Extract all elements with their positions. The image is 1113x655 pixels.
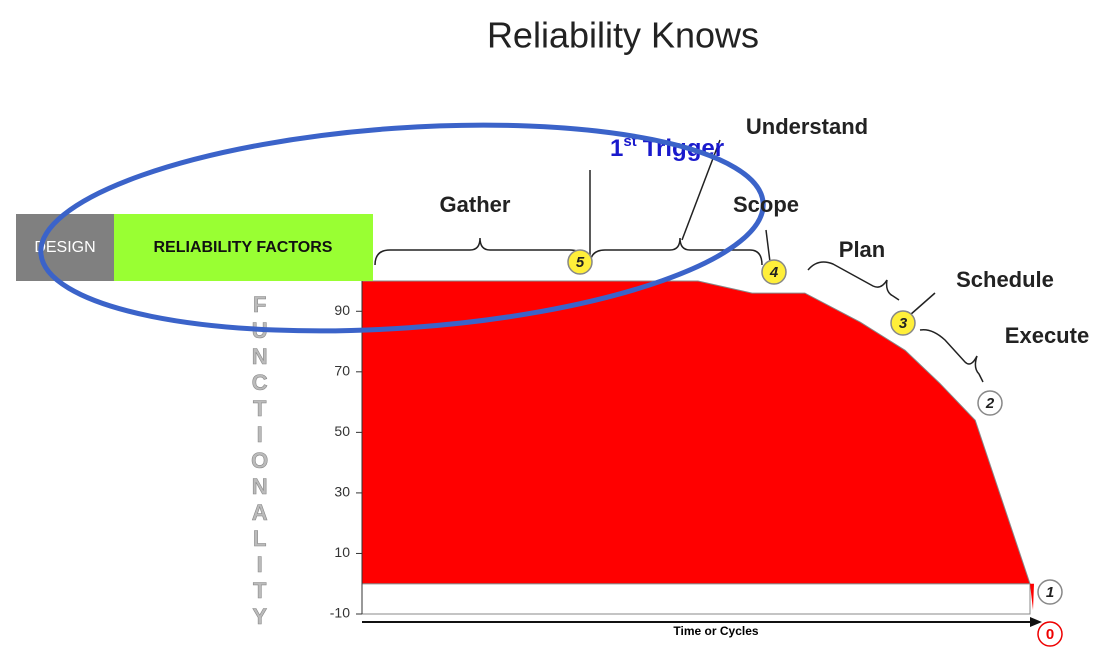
highlight-ellipse [38, 122, 766, 334]
title: Reliability Knows [487, 15, 759, 56]
plot: 90 70 50 30 10 -10 Time or Cycles FUNCTIONALITY [247, 280, 1042, 638]
marker-circle [977, 390, 1003, 416]
stage-label: Understand [746, 114, 868, 139]
badge-left [16, 214, 114, 281]
area-tip [1030, 583, 1034, 610]
marker-label: 1 [1046, 584, 1054, 601]
marker-circle [1037, 621, 1063, 647]
y-tick-label: 90 [334, 302, 350, 318]
y-tick-label: 30 [334, 484, 350, 500]
badge-right [114, 214, 373, 281]
badge-right-text: RELIABILITY FACTORS [154, 239, 333, 256]
marker-circle [567, 249, 593, 275]
badge-left-text: DESIGN [34, 239, 95, 256]
y-tick-label: -10 [330, 605, 350, 621]
marker-label: 2 [985, 395, 995, 412]
stage-label: Plan [839, 237, 885, 262]
marker-label: 4 [769, 264, 779, 281]
marker-circle [890, 310, 916, 336]
area [361, 280, 1031, 585]
stage-label: Gather [440, 192, 511, 217]
x-axis-label: Time or Cycles [673, 624, 758, 638]
stage-label: Scope [733, 192, 799, 217]
marker-label: 5 [576, 254, 585, 271]
y-tick-label: 70 [334, 363, 350, 379]
y-axis-label: FUNCTIONALITY [247, 292, 272, 630]
y-tick-label: 50 [334, 423, 350, 439]
marker-circle [761, 259, 787, 285]
below-zero-band [361, 583, 1031, 615]
stage-label: Execute [1005, 323, 1089, 348]
marker-label: 3 [899, 315, 908, 332]
marker-label: 0 [1046, 626, 1054, 643]
marker-circle [1037, 579, 1063, 605]
x-arrow [1030, 617, 1042, 627]
stage-label: Schedule [956, 267, 1054, 292]
y-tick-label: 10 [334, 544, 350, 560]
